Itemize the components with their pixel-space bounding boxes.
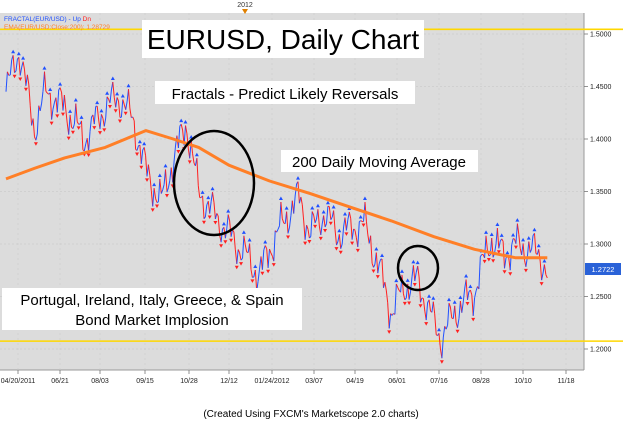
current-price-label: 1.2722 bbox=[592, 265, 615, 274]
y-tick-label: 1.4500 bbox=[590, 84, 612, 91]
x-tick-label: 04/19 bbox=[346, 378, 364, 385]
x-tick-label: 12/12 bbox=[220, 378, 238, 385]
y-tick-label: 1.3000 bbox=[590, 242, 612, 249]
y-tick-label: 1.2500 bbox=[590, 294, 612, 301]
price-segment bbox=[9, 75, 11, 76]
x-tick-label: 08/28 bbox=[472, 378, 490, 385]
bond-note-line1: Portugal, Ireland, Italy, Greece, & Spai… bbox=[20, 292, 283, 309]
year-marker-label: 2012 bbox=[237, 2, 253, 9]
legend-fractal: FRACTAL(EUR/USD) - Up Dn bbox=[4, 16, 91, 23]
x-tick-label: 10/10 bbox=[514, 378, 532, 385]
x-tick-label: 11/18 bbox=[558, 378, 575, 385]
y-tick-label: 1.5000 bbox=[590, 32, 612, 39]
legend-fractal-dn: Dn bbox=[83, 16, 92, 23]
fractals-note: Fractals - Predict Likely Reversals bbox=[172, 86, 399, 103]
x-tick-labels: 04/20/2011 06/21 08/03 09/15 10/28 12/12 01/24… bbox=[1, 370, 575, 385]
ma-note: 200 Daily Moving Average bbox=[292, 154, 466, 171]
price-segment bbox=[157, 202, 158, 203]
x-tick-label: 07/16 bbox=[430, 378, 448, 385]
legend-ema: EMA(EUR/USD:Close:200): 1.28729 bbox=[4, 24, 110, 31]
source-caption: (Created Using FXCM's Marketscope 2.0 ch… bbox=[203, 409, 418, 420]
x-tick-label: 01/24/2012 bbox=[254, 378, 289, 385]
price-segment bbox=[422, 298, 424, 299]
x-tick-label: 06/21 bbox=[51, 378, 69, 385]
bond-note-line2: Bond Market Implosion bbox=[75, 312, 228, 329]
x-tick-label: 06/01 bbox=[388, 378, 406, 385]
x-tick-label: 08/03 bbox=[91, 378, 109, 385]
legend-fractal-label: FRACTAL(EUR/USD) - bbox=[4, 16, 73, 23]
x-tick-label: 10/28 bbox=[180, 378, 198, 385]
y-tick-label: 1.3500 bbox=[590, 189, 612, 196]
x-tick-label: 04/20/2011 bbox=[1, 378, 36, 385]
chart-title: EURUSD, Daily Chart bbox=[147, 24, 419, 55]
x-tick-label: 09/15 bbox=[136, 378, 154, 385]
y-tick-label: 1.4000 bbox=[590, 137, 612, 144]
x-tick-label: 03/07 bbox=[305, 378, 323, 385]
y-tick-label: 1.2000 bbox=[590, 347, 612, 354]
